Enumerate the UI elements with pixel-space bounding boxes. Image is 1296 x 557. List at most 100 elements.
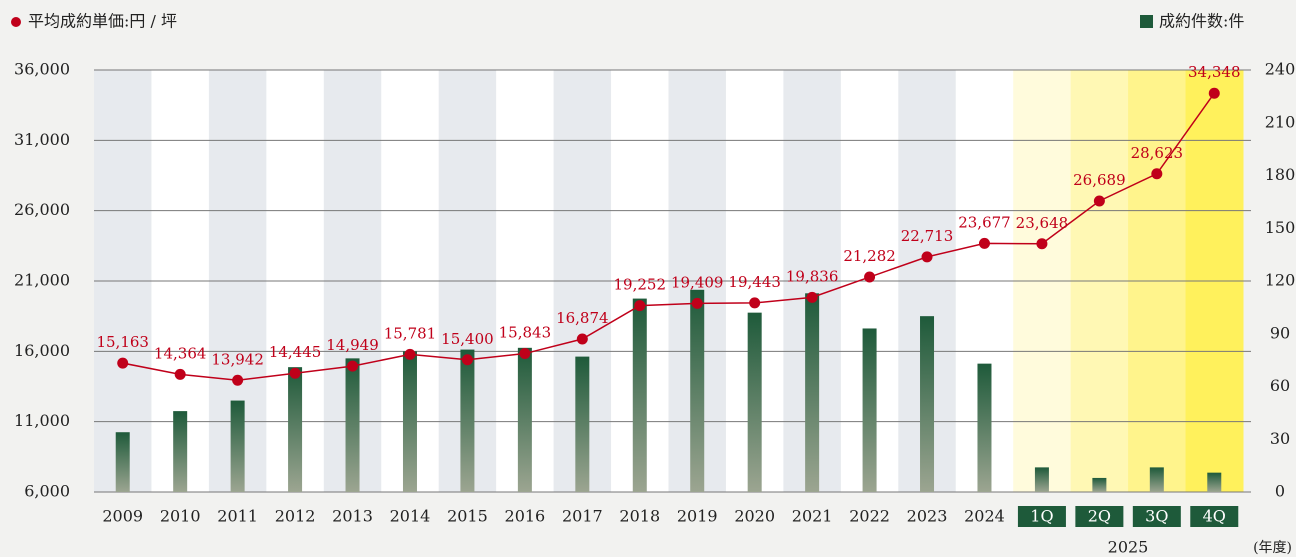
value-label: 15,163 (96, 333, 149, 351)
line-marker (117, 357, 129, 369)
value-label: 19,409 (671, 273, 724, 291)
y2-tick-label: 240 (1265, 60, 1296, 79)
value-label: 21,282 (843, 247, 896, 265)
x-tick-label: 2017 (562, 507, 603, 526)
line-marker (634, 300, 646, 312)
value-label: 23,648 (1016, 214, 1069, 232)
value-label: 22,713 (901, 227, 954, 245)
line-marker (806, 291, 818, 303)
y2-tick-label: 150 (1265, 218, 1296, 237)
value-label: 19,252 (614, 276, 667, 294)
line-marker (1151, 168, 1163, 180)
line-marker (404, 348, 416, 360)
bar (345, 358, 360, 492)
line-marker (232, 374, 244, 386)
y-tick-label: 6,000 (24, 482, 70, 501)
value-label: 26,689 (1073, 171, 1126, 189)
x-tick-label: 2009 (102, 507, 143, 526)
legend-bar: 成約件数:件 (1159, 12, 1244, 31)
x-tick-label: 2Q (1088, 507, 1111, 526)
line-marker (978, 237, 990, 249)
bar (230, 400, 245, 492)
y2-tick-label: 30 (1270, 429, 1290, 448)
x-tick-label: 2015 (447, 507, 488, 526)
value-label: 14,949 (326, 336, 379, 354)
bar (460, 349, 475, 492)
line-marker (1093, 195, 1105, 207)
y2-tick-label: 120 (1265, 271, 1296, 290)
value-label: 15,781 (384, 324, 437, 342)
x-tick-label: 3Q (1145, 507, 1168, 526)
value-label: 15,400 (441, 330, 494, 348)
x-group-label: 2025 (1108, 538, 1149, 557)
value-label: 13,942 (211, 350, 264, 368)
value-label: 19,443 (728, 273, 781, 291)
bar (977, 363, 992, 492)
legend-line: 平均成約単価:円 / 坪 (28, 12, 177, 31)
y2-tick-label: 0 (1275, 482, 1285, 501)
value-label: 23,677 (958, 213, 1011, 231)
y2-tick-label: 180 (1265, 165, 1296, 184)
bar (115, 432, 130, 492)
bar (1092, 477, 1107, 492)
y-tick-label: 11,000 (14, 411, 70, 430)
legend-line-marker (11, 17, 21, 27)
x-tick-label: 2021 (792, 507, 833, 526)
bar (632, 298, 647, 492)
bar (402, 351, 417, 492)
bar (1207, 472, 1222, 492)
x-tick-box (1017, 506, 1066, 527)
line-marker (921, 251, 933, 263)
x-tick-box (1190, 506, 1239, 527)
y-tick-label: 26,000 (14, 200, 70, 219)
x-tick-label: 2012 (275, 507, 316, 526)
y-tick-label: 16,000 (14, 341, 70, 360)
x-tick-box (1075, 506, 1124, 527)
x-tick-label: 2011 (217, 507, 258, 526)
x-tick-label: 2022 (849, 507, 890, 526)
line-marker (289, 367, 301, 379)
y-tick-label: 36,000 (14, 60, 70, 79)
bar (1149, 467, 1164, 492)
value-label: 34,348 (1188, 63, 1241, 81)
bar (1034, 467, 1049, 492)
line-marker (461, 354, 473, 366)
legend-bar-marker (1140, 15, 1153, 28)
line-marker (1036, 238, 1048, 250)
line (122, 92, 1215, 382)
y-tick-label: 21,000 (14, 271, 70, 290)
bar (173, 411, 188, 492)
bar (690, 289, 705, 492)
y2-tick-label: 90 (1270, 323, 1290, 342)
x-tick-label: 2020 (734, 507, 775, 526)
value-label: 28,623 (1131, 144, 1184, 162)
value-label: 14,445 (269, 343, 322, 361)
x-tick-label: 2024 (964, 507, 1005, 526)
x-tick-label: 2010 (160, 507, 201, 526)
line-marker (1208, 87, 1220, 99)
line-marker (691, 297, 703, 309)
x-tick-label: 2016 (505, 507, 546, 526)
x-tick-label: 2019 (677, 507, 718, 526)
x-tick-label: 2014 (390, 507, 431, 526)
bar (920, 316, 935, 492)
y2-tick-label: 60 (1270, 376, 1290, 395)
bar (862, 328, 877, 492)
value-label: 14,364 (154, 344, 207, 362)
x-tick-label: 4Q (1203, 507, 1226, 526)
line-marker (174, 368, 186, 380)
y2-tick-label: 210 (1265, 112, 1296, 131)
value-label: 15,843 (499, 324, 552, 342)
value-label: 19,836 (786, 267, 839, 285)
bar (805, 293, 820, 492)
line-marker (519, 348, 531, 360)
bar (747, 312, 762, 492)
value-label: 16,874 (556, 309, 609, 327)
line-marker (576, 333, 588, 345)
line-marker (864, 271, 876, 283)
bar (575, 356, 590, 492)
line-marker (347, 360, 359, 372)
bar (517, 347, 532, 492)
x-tick-label: 2023 (907, 507, 948, 526)
